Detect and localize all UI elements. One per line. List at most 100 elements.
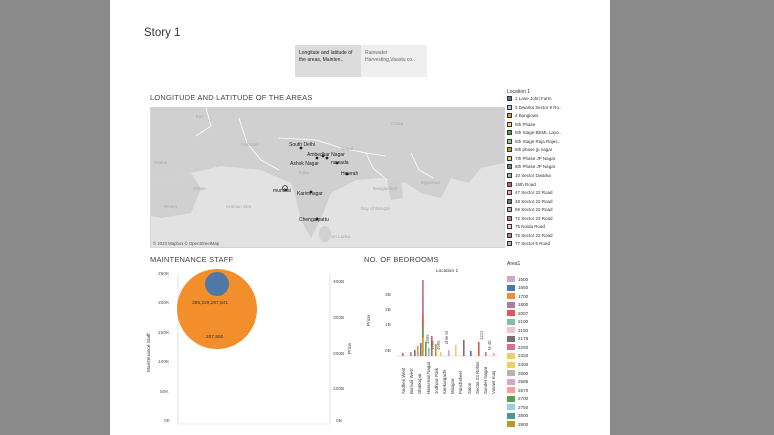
location-legend-item[interactable]: 59 Sector 22 Road [507, 207, 553, 213]
area-legend-item[interactable]: 2400 [507, 361, 529, 368]
maintenance-inner-circle[interactable] [205, 272, 229, 296]
maintenance-chart: 385,229,287,541 207,550 250K 200K 150K 1… [146, 268, 356, 430]
location-legend-item[interactable]: 5th Stage Raja Rajes.. [507, 138, 561, 144]
map-marker[interactable] [299, 146, 303, 150]
location-legend-item[interactable]: 47 Sector 22 Road [507, 190, 553, 196]
map-marker[interactable] [284, 188, 288, 192]
map-marker[interactable] [309, 190, 313, 194]
bar[interactable] [422, 314, 424, 328]
area-legend-item[interactable]: 2900 [507, 421, 528, 428]
legend-item-label: 15th Road [515, 181, 536, 187]
bar[interactable] [410, 352, 412, 356]
legend-swatch [507, 370, 515, 377]
map-marker[interactable] [321, 154, 325, 158]
bar[interactable] [431, 336, 433, 356]
bar[interactable] [455, 345, 457, 356]
location-legend-item[interactable]: 15th Road [507, 181, 536, 187]
bar[interactable] [422, 328, 424, 338]
location-legend-item[interactable]: 48 Sector 22 Road [507, 198, 553, 204]
story-point-1[interactable]: Longitute and latitude of the areas, Mai… [295, 45, 361, 77]
legend-item-label: 77 Sector 6 Road [515, 241, 551, 247]
country-label-myanmar: Myanmar [421, 180, 441, 185]
maintenance-outer-circle[interactable] [177, 269, 257, 349]
legend-swatch [507, 232, 512, 238]
bedrooms-x-label: Vasant Kunj [491, 370, 497, 394]
legend-item-label: 2700 [518, 396, 529, 402]
location-legend-item[interactable]: 1 Lane Johri Farm [507, 96, 552, 101]
legend-swatch [507, 412, 515, 419]
maintenance-plot-frame [177, 269, 331, 425]
area-legend-item[interactable]: 1700 [507, 293, 528, 300]
location-legend-item[interactable]: 77 Sector 6 Road [507, 241, 551, 247]
place-label-karimnagar: Karimnagar [297, 191, 323, 197]
legend-item-label: 72 Sector 23 Road [515, 215, 553, 221]
location-legend-item[interactable]: 5th Stage BEML Layo.. [507, 130, 561, 136]
map-marker[interactable] [345, 172, 349, 176]
bar[interactable] [422, 296, 424, 314]
map-marker[interactable] [315, 217, 319, 221]
location-legend-item[interactable]: 4 Bunglows [507, 113, 538, 119]
area-legend-item[interactable]: 2500 [507, 370, 529, 377]
bar[interactable] [422, 338, 424, 356]
area-legend-item[interactable]: 2100 [507, 318, 528, 325]
area-legend-item[interactable]: 2150 [507, 327, 528, 334]
location-legend-item[interactable]: 6th phase jp nagar [507, 147, 552, 153]
area-legend-item[interactable]: 1650 [507, 284, 528, 291]
legend-item-label: 1 Lane Johri Farm [515, 96, 552, 101]
bar[interactable] [440, 352, 442, 356]
bar[interactable] [435, 344, 437, 356]
location-legend-item[interactable]: 3 Dwarka Sector 9 Ro.. [507, 104, 562, 110]
location-legend-item[interactable]: 7th Phase JP Nagar [507, 155, 555, 161]
legend-item-label: 5th Stage Raja Rajes.. [515, 138, 561, 144]
area-legend-item[interactable]: 2007 [507, 310, 528, 317]
area-legend-item[interactable]: 2320 [507, 352, 528, 359]
bar[interactable] [422, 280, 424, 296]
bar[interactable] [420, 343, 422, 356]
map-marker[interactable] [335, 161, 339, 165]
legend-swatch [507, 104, 512, 110]
area-legend-item[interactable]: 2800 [507, 412, 528, 419]
area-legend-item[interactable]: 2250 [507, 344, 528, 351]
bar[interactable] [493, 353, 495, 356]
legend-item-label: 2400 [518, 362, 529, 367]
area-legend-item[interactable]: 1800 [507, 301, 528, 308]
bar[interactable] [428, 348, 430, 356]
legend-swatch [507, 130, 512, 136]
bar[interactable] [417, 346, 419, 356]
area-legend-item[interactable]: 2178 [507, 335, 528, 342]
bar[interactable] [485, 352, 487, 356]
location-legend-item[interactable]: 10 Sector Dwarka [507, 172, 551, 178]
bed-y-tick-1b: 1B [385, 323, 391, 328]
area-legend-item[interactable]: 2585 [507, 378, 528, 385]
bar[interactable] [470, 351, 472, 356]
area-legend-item[interactable]: 1500 [507, 276, 528, 282]
legend-swatch [507, 276, 515, 282]
legend-swatch [507, 198, 512, 204]
legend-swatch [507, 421, 515, 428]
bar[interactable] [448, 350, 450, 356]
location-legend-item[interactable]: 72 Sector 23 Road [507, 215, 553, 221]
bed-y-tick-0b: 0B [385, 349, 391, 354]
bar[interactable] [414, 350, 416, 356]
bedrooms-title: NO. OF BEDROOMS [364, 255, 439, 264]
location-legend-item[interactable]: 75 Noida Road [507, 224, 545, 230]
location-map[interactable]: Iran Pakistan India Nepal China Myanmar … [150, 107, 505, 248]
bar[interactable] [402, 353, 404, 356]
area-legend-item[interactable]: 2700 [507, 395, 529, 402]
location-legend-item[interactable]: 8th Phase JP Nagar [507, 164, 555, 170]
country-label-china: China [391, 121, 404, 126]
location-legend-item[interactable]: 75 Sector 22 Road [507, 232, 553, 238]
map-markers[interactable] [151, 108, 504, 247]
area-legend-item[interactable]: 2670 [507, 387, 528, 394]
legend-item-label: 2500 [518, 370, 529, 376]
map-marker[interactable] [315, 156, 319, 160]
country-label-iran: Iran [196, 114, 204, 119]
map-marker[interactable] [325, 156, 329, 160]
area-legend-item[interactable]: 2750 [507, 404, 528, 411]
story-point-2[interactable]: Rainwater Harvesting,Vaastu co.. [361, 45, 427, 77]
location-legend-item[interactable]: 5th Phase [507, 121, 535, 127]
country-label-yemen: Yemen [163, 204, 178, 209]
bar[interactable] [425, 342, 427, 356]
bar[interactable] [478, 342, 480, 356]
bar[interactable] [463, 340, 465, 356]
